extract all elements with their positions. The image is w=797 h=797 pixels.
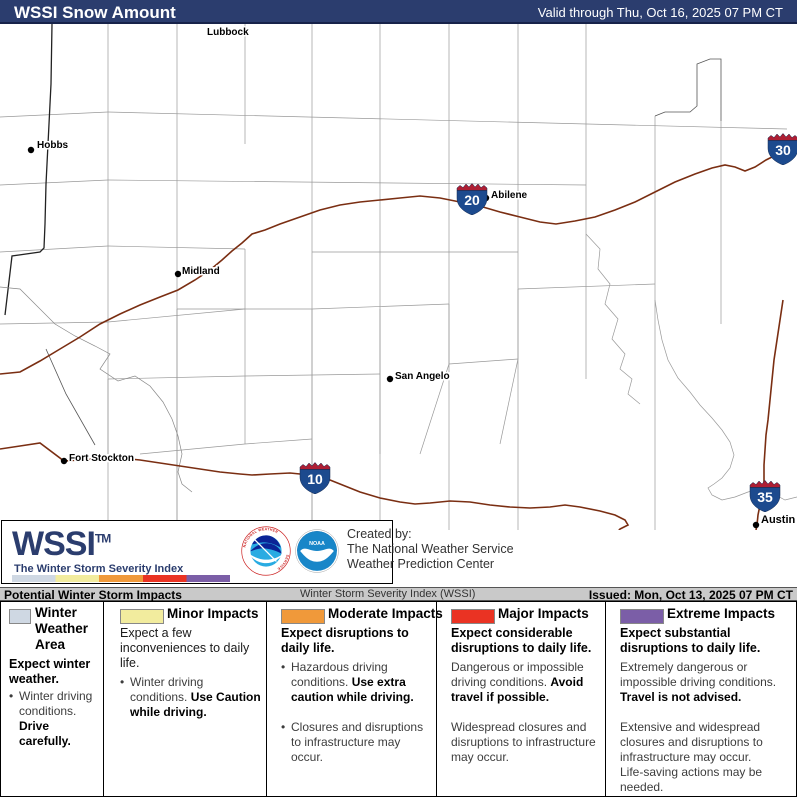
svg-text:20: 20 xyxy=(464,192,480,208)
svg-text:35: 35 xyxy=(757,489,773,505)
svg-text:10: 10 xyxy=(307,471,323,487)
svg-text:NOAA: NOAA xyxy=(309,541,325,547)
svg-text:30: 30 xyxy=(775,142,791,158)
